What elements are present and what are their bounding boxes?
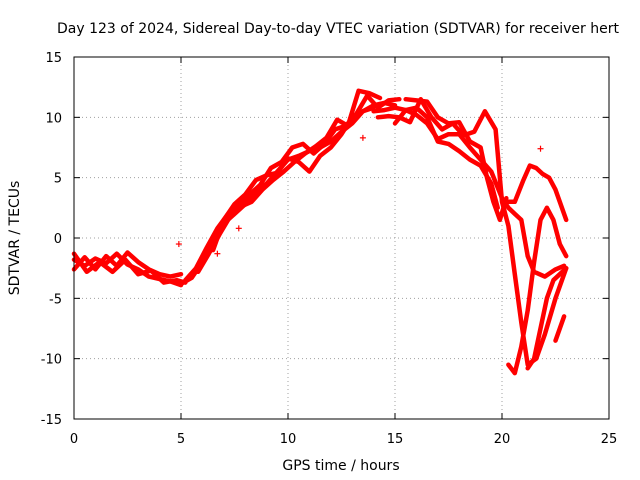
- sdtvar-track-3: [71, 251, 188, 285]
- x-tick-label: 20: [494, 432, 511, 447]
- outlier-point: [214, 250, 221, 257]
- y-tick-label: 5: [54, 172, 62, 187]
- x-tick-label: 5: [177, 432, 185, 447]
- y-tick-label: 15: [45, 51, 62, 66]
- x-tick-label: 15: [387, 432, 404, 447]
- sdtvar-track-15: [553, 314, 567, 343]
- sdtvar-track-7: [210, 105, 376, 253]
- y-axis-title: SDTVAR / TECUs: [7, 181, 23, 296]
- outlier-point: [359, 134, 366, 141]
- x-tick-label: 25: [601, 432, 618, 447]
- sdtvar-track-13: [506, 205, 569, 376]
- sdtvar-track-12: [504, 163, 569, 223]
- y-tick-label: 10: [45, 111, 62, 126]
- axis-ticks: 0 5 10 15 20 25 -15 -10 -5 0 5 10 15: [41, 51, 618, 447]
- outlier-point: [235, 225, 242, 232]
- y-tick-label: -5: [49, 292, 62, 307]
- y-tick-label: 0: [54, 232, 62, 247]
- data-layer: [71, 88, 569, 376]
- sdtvar-track-11: [403, 96, 509, 223]
- x-axis-title: GPS time / hours: [282, 458, 399, 474]
- y-tick-label: -15: [41, 413, 62, 428]
- y-tick-label: -10: [41, 353, 62, 368]
- sdtvar-track-14: [525, 265, 569, 371]
- outlier-point: [175, 241, 182, 248]
- x-tick-label: 10: [280, 432, 297, 447]
- outlier-point: [537, 145, 544, 152]
- chart-title: Day 123 of 2024, Sidereal Day-to-day VTE…: [57, 21, 619, 37]
- x-tick-label: 0: [70, 432, 78, 447]
